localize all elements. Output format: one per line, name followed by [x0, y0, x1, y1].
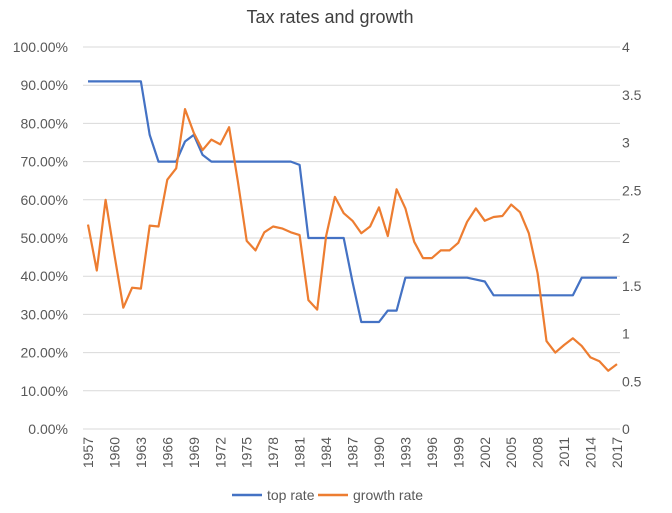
legend: top rate growth rate: [232, 487, 423, 503]
left-tick-label: 20.00%: [21, 345, 68, 361]
x-tick-label: 1960: [106, 437, 122, 468]
x-tick-label: 1978: [265, 437, 281, 468]
right-tick-label: 0.5: [622, 373, 642, 389]
left-tick-label: 0.00%: [28, 421, 68, 437]
x-tick-label: 1981: [292, 437, 308, 468]
x-tick-label: 2017: [609, 437, 625, 468]
x-tick-label: 1957: [80, 437, 96, 468]
left-tick-label: 60.00%: [21, 192, 68, 208]
left-axis: 0.00% 10.00% 20.00% 30.00% 40.00% 50.00% 60.00…: [13, 39, 68, 437]
left-tick-label: 30.00%: [21, 306, 68, 322]
x-tick-label: 2008: [530, 437, 546, 468]
left-tick-label: 70.00%: [21, 154, 68, 170]
right-tick-label: 2: [622, 230, 630, 246]
x-tick-label: 1969: [186, 437, 202, 468]
x-tick-label: 1993: [397, 437, 413, 468]
chart-title: Tax rates and growth: [246, 7, 413, 27]
right-tick-label: 1: [622, 326, 630, 342]
x-tick-label: 1975: [239, 437, 255, 468]
series-line-top-rate: [88, 80, 617, 324]
x-tick-label: 1987: [345, 437, 361, 468]
x-tick-label: 2014: [583, 437, 599, 468]
legend-label-top-rate: top rate: [267, 487, 315, 503]
left-tick-label: 90.00%: [21, 77, 68, 93]
right-axis: 0 0.5 1 1.5 2 2.5 3 3.5 4: [622, 39, 642, 437]
left-tick-label: 40.00%: [21, 268, 68, 284]
x-tick-label: 2005: [503, 437, 519, 468]
x-axis: 1957 1960 1963 1966 1969 1972 1975 1978 1981 1984…: [80, 437, 625, 468]
left-tick-label: 10.00%: [21, 383, 68, 399]
x-tick-label: 1966: [159, 437, 175, 468]
x-tick-label: 1999: [450, 437, 466, 468]
x-tick-label: 1984: [318, 437, 334, 468]
x-tick-label: 1990: [371, 437, 387, 468]
x-tick-label: 1996: [424, 437, 440, 468]
left-tick-label: 50.00%: [21, 230, 68, 246]
right-tick-label: 1.5: [622, 278, 642, 294]
right-tick-label: 2.5: [622, 182, 642, 198]
legend-label-growth-rate: growth rate: [353, 487, 423, 503]
series-line-growth-rate: [86, 107, 618, 372]
series-lines: [86, 80, 618, 372]
x-tick-label: 1972: [212, 437, 228, 468]
x-tick-label: 2002: [477, 437, 493, 468]
gridlines: [83, 46, 620, 430]
right-tick-label: 3.5: [622, 87, 642, 103]
x-tick-label: 1963: [133, 437, 149, 468]
left-tick-label: 80.00%: [21, 115, 68, 131]
right-tick-label: 3: [622, 135, 630, 151]
right-tick-label: 4: [622, 39, 630, 55]
left-tick-label: 100.00%: [13, 39, 68, 55]
right-tick-label: 0: [622, 421, 630, 437]
x-tick-label: 2011: [556, 437, 572, 467]
